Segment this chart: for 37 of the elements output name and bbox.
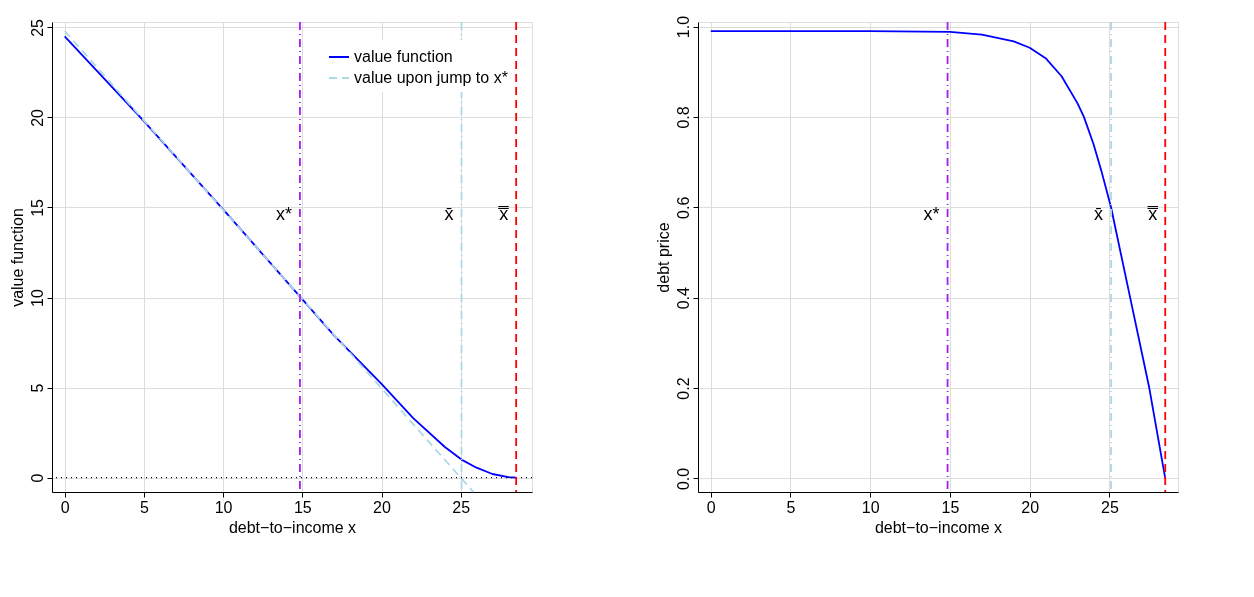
y-tick-label: 0.2 <box>674 377 692 400</box>
ref-line-label: x* <box>275 203 292 224</box>
ref-line-label: x̄ <box>1094 203 1104 224</box>
legend-label: value function <box>354 48 453 65</box>
x-axis-title: debt−to−income x <box>228 518 357 536</box>
x-tick-label: 0 <box>60 498 70 516</box>
ref-line-label: x* <box>923 203 940 224</box>
y-tick-label: 0.4 <box>674 286 692 310</box>
y-tick-label: 0.8 <box>674 106 692 129</box>
x-tick-label: 5 <box>139 498 149 516</box>
x-tick-label: 10 <box>214 498 233 516</box>
x-tick-label: 0 <box>706 498 716 516</box>
y-tick-label: 0.6 <box>674 196 692 219</box>
y-tick-label: 15 <box>28 198 46 217</box>
x-tick-label: 10 <box>861 498 880 516</box>
y-tick-label: 10 <box>28 289 46 307</box>
x-tick-label: 15 <box>293 498 312 516</box>
ref-line-label: x̿ <box>497 203 510 224</box>
y-tick-label: 20 <box>28 108 46 127</box>
ref-line-label: x̄ <box>444 203 454 224</box>
y-tick-label: 1.0 <box>674 15 692 39</box>
x-tick-label: 15 <box>941 498 960 516</box>
line-series <box>709 30 1167 480</box>
x-tick-label: 25 <box>1101 498 1119 516</box>
x-tick-label: 25 <box>452 498 471 516</box>
x-tick-label: 5 <box>786 498 796 516</box>
y-tick-label: 0.0 <box>674 467 692 491</box>
x-tick-label: 20 <box>1021 498 1040 516</box>
x-axis-title: debt−to−income x <box>874 518 1003 536</box>
x-tick-label: 20 <box>373 498 391 516</box>
ref-line-label: x̿ <box>1146 203 1159 224</box>
y-tick-label: 25 <box>28 18 46 37</box>
y-axis-title: value function <box>8 208 26 307</box>
y-tick-label: 0 <box>28 473 46 483</box>
legend-label: value upon jump to x* <box>354 69 508 86</box>
y-tick-label: 5 <box>28 383 46 393</box>
y-axis-title: debt price <box>654 222 672 293</box>
